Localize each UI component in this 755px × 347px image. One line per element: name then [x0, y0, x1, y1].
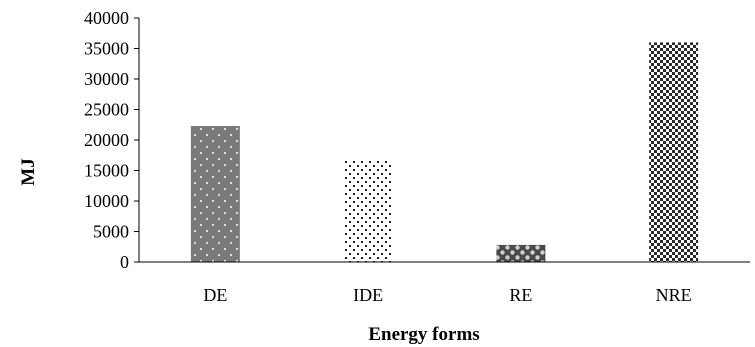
x-tick-label-nre: NRE	[656, 285, 692, 305]
y-tick-label: 35000	[84, 39, 129, 59]
y-tick-label: 10000	[84, 191, 129, 211]
x-tick-label-ide: IDE	[353, 285, 383, 305]
bar-nre	[649, 42, 699, 263]
y-tick-label: 30000	[84, 69, 129, 89]
bar-re	[496, 244, 546, 262]
x-tick-label-re: RE	[509, 285, 532, 305]
y-tick-label: 25000	[84, 100, 129, 120]
y-axis-tick-labels: 0 5000 10000 15000 20000 25000 30000 35000 40000	[84, 8, 139, 272]
x-axis-title: Energy forms	[368, 324, 479, 345]
y-tick-label: 0	[120, 252, 129, 272]
y-tick-label: 20000	[84, 130, 129, 150]
y-axis-title: MJ	[18, 158, 39, 185]
bars	[190, 42, 699, 263]
y-tick-label: 5000	[93, 222, 129, 242]
bar-ide	[343, 160, 393, 262]
y-tick-label: 40000	[84, 8, 129, 28]
x-tick-label-de: DE	[203, 285, 227, 305]
y-tick-label: 15000	[84, 161, 129, 181]
x-axis-tick-labels: DE IDE RE NRE	[203, 285, 691, 305]
bar-de	[190, 125, 240, 262]
